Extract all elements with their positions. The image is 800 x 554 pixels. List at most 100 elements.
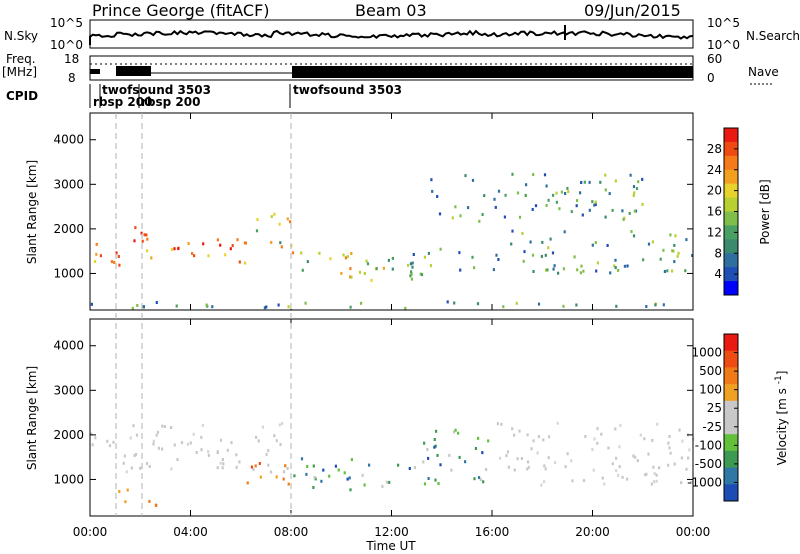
range-gate-cell [594, 200, 597, 204]
colorbar-swatch [724, 155, 738, 171]
range-gate-cell [129, 436, 132, 440]
range-gate-cell [650, 482, 653, 486]
range-gate-cell [200, 448, 203, 452]
range-gate-cell [329, 257, 332, 261]
range-gate-cell [439, 247, 442, 251]
range-gate-cell [146, 237, 149, 241]
range-gate-cell [633, 209, 636, 213]
range-gate-cell [155, 301, 158, 304]
range-gate-cell [433, 445, 436, 449]
range-gate-cell [464, 174, 467, 178]
range-gate-cell [95, 242, 98, 246]
range-gate-cell [564, 465, 567, 469]
range-gate-cell [636, 459, 639, 463]
range-gate-cell [450, 468, 453, 472]
range-gate-cell [142, 305, 145, 309]
range-gate-cell [641, 202, 644, 206]
range-gate-cell [599, 180, 602, 184]
range-gate-cell [545, 184, 548, 188]
range-gate-cell [205, 303, 208, 307]
range-gate-cell [342, 253, 345, 257]
range-gate-cell [641, 177, 644, 181]
range-gate-cell [540, 483, 543, 487]
range-gate-cell [124, 500, 127, 504]
x-tick-label: 00:00 [73, 525, 108, 539]
range-gate-cell [556, 421, 559, 425]
nave-tick-bottom: 0 [707, 71, 715, 85]
range-gate-cell [645, 305, 648, 308]
range-gate-cell [170, 426, 173, 429]
colorbar-tick-label: 100 [699, 383, 722, 397]
range-gate-cell [410, 277, 413, 281]
range-gate-cell [293, 474, 296, 478]
colorbar-swatch [724, 141, 738, 157]
range-gate-cell [591, 200, 594, 204]
range-gate-cell [570, 459, 573, 463]
range-gate-cell [632, 234, 636, 238]
range-gate-cell [413, 466, 416, 469]
range-gate-cell [678, 428, 681, 432]
range-gate-cell [235, 465, 238, 469]
range-gate-cell [123, 454, 126, 458]
range-gate-cell [291, 251, 295, 255]
range-gate-cell [267, 449, 270, 453]
range-gate-cell [662, 248, 665, 252]
velocity-plot-area [90, 319, 693, 516]
range-gate-cell [146, 249, 149, 253]
range-gate-cell [564, 192, 567, 195]
range-gate-cell [349, 267, 352, 271]
velocity-colorbar-label-text: Velocity [m s [775, 388, 789, 465]
range-gate-cell [143, 233, 146, 237]
colorbar-tick-label: 8 [714, 246, 722, 260]
range-gate-cell [524, 193, 527, 197]
colorbar-swatch [724, 128, 738, 143]
range-gate-cell [582, 479, 586, 483]
range-gate-cell [91, 443, 94, 447]
range-gate-cell [497, 258, 500, 261]
range-gate-cell [459, 268, 462, 272]
range-gate-cell [532, 439, 535, 443]
range-gate-cell [286, 217, 289, 221]
cpid-segment-2: twofsound 3503 [102, 83, 211, 97]
range-gate-cell [618, 445, 621, 449]
range-gate-cell [368, 463, 371, 467]
range-gate-cell [427, 251, 430, 255]
range-gate-cell [173, 247, 176, 251]
range-gate-cell [691, 254, 694, 257]
colorbar-tick-label: 4 [714, 267, 722, 281]
station-title: Prince George (fitACF) [92, 1, 270, 20]
range-gate-cell [591, 448, 594, 451]
range-gate-cell [543, 173, 547, 177]
range-gate-cell [155, 503, 158, 507]
range-gate-cell [634, 455, 637, 459]
colorbar-swatch [724, 417, 738, 435]
range-gate-cell [662, 303, 665, 307]
range-gate-cell [426, 448, 429, 451]
range-gate-cell [560, 190, 563, 194]
colorbar-tick-label: 28 [707, 142, 722, 156]
nsky-tick-top: 10^5 [50, 16, 83, 30]
range-gate-cell [516, 457, 519, 461]
power-colorbar: 4 8 12 16 20 24 28 [707, 127, 739, 296]
range-gate-cell [130, 466, 133, 470]
range-gate-cell [595, 269, 598, 273]
range-gate-cell [90, 432, 93, 436]
nave-label: Nave [748, 65, 779, 79]
range-gate-cell [458, 455, 461, 459]
range-gate-cell [200, 435, 203, 439]
range-gate-cell [259, 475, 262, 479]
freq-strip: Freq. [MHz] 18 8 60 0 Nave [2, 52, 779, 85]
range-gate-cell [685, 467, 688, 471]
range-gate-cell [254, 464, 257, 468]
range-gate-cell [575, 204, 578, 208]
range-gate-cell [685, 238, 688, 242]
range-gate-cell [687, 456, 690, 460]
range-gate-cell [668, 435, 671, 438]
range-gate-cell [579, 271, 582, 275]
colorbar-tick-label: 1000 [691, 346, 722, 360]
range-gate-cell [673, 243, 676, 247]
range-gate-cell [267, 463, 270, 467]
y-tick-label: 2000 [53, 428, 84, 442]
range-gate-cell [136, 304, 139, 307]
